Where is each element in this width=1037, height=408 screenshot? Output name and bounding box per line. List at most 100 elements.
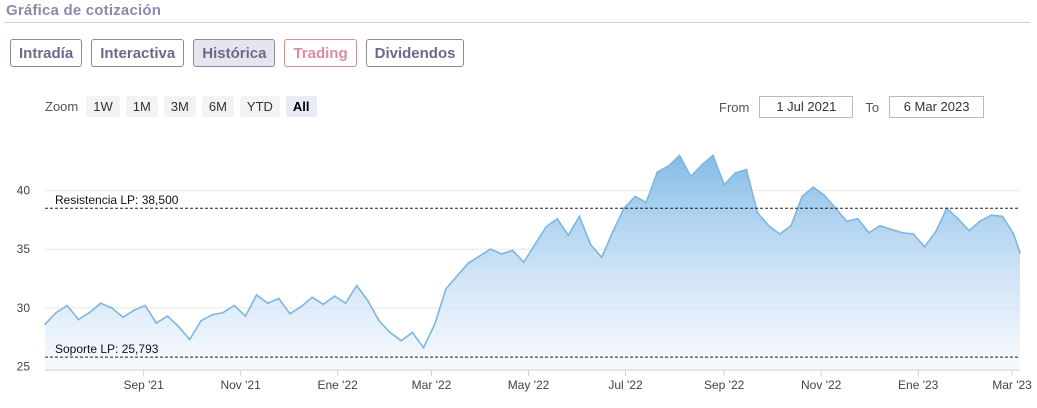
data-point — [556, 217, 559, 220]
zoom-1m-button[interactable]: 1M — [125, 96, 158, 117]
data-point — [277, 297, 280, 300]
data-point — [289, 312, 291, 315]
data-point — [500, 253, 503, 255]
data-point — [734, 172, 737, 174]
from-date-input[interactable]: 1 Jul 2021 — [759, 96, 854, 118]
x-tick-label: Mar '22 — [412, 378, 452, 392]
data-point — [678, 154, 681, 157]
data-point — [1019, 251, 1021, 254]
data-point — [110, 307, 113, 309]
data-point — [712, 154, 714, 157]
zoom-selector: Zoom 1W 1M 3M 6M YTD All — [45, 96, 317, 117]
data-point — [255, 294, 258, 296]
zoom-all-button[interactable]: All — [285, 96, 317, 117]
data-point — [467, 262, 469, 265]
data-point — [155, 322, 158, 324]
y-axis: 25 30 35 40 — [17, 184, 31, 374]
data-point — [957, 217, 959, 220]
data-point — [456, 275, 458, 278]
chart-type-tabs: Intradía Interactiva Histórica Trading D… — [10, 39, 465, 67]
data-point — [823, 194, 826, 197]
data-point — [44, 323, 46, 326]
data-point — [166, 315, 169, 317]
data-point — [689, 175, 692, 178]
data-point — [745, 168, 748, 171]
y-tick-label: 40 — [17, 184, 31, 198]
data-point — [723, 183, 726, 186]
zoom-1w-button[interactable]: 1W — [86, 96, 120, 117]
data-point — [244, 315, 247, 317]
date-range: From 1 Jul 2021 To 6 Mar 2023 — [719, 96, 985, 118]
data-point — [522, 261, 525, 263]
x-tick-label: May '22 — [508, 378, 550, 392]
data-point — [200, 319, 202, 322]
to-date-input[interactable]: 6 Mar 2023 — [889, 96, 985, 118]
price-area — [45, 155, 1020, 370]
data-point — [1001, 215, 1004, 218]
data-point — [433, 323, 436, 326]
data-point — [378, 319, 380, 322]
data-point — [144, 304, 147, 307]
tab-interactiva[interactable]: Interactiva — [91, 39, 185, 67]
data-point — [99, 302, 102, 305]
page-title: Gráfica de cotización — [6, 2, 162, 19]
data-point — [667, 165, 670, 167]
data-point — [790, 224, 792, 227]
data-point — [88, 311, 91, 314]
zoom-3m-button[interactable]: 3M — [163, 96, 196, 117]
data-point — [879, 224, 881, 227]
tab-historica[interactable]: Histórica — [193, 39, 276, 67]
data-point — [422, 346, 425, 349]
data-point — [801, 195, 803, 198]
data-point — [767, 224, 770, 227]
data-point — [411, 331, 414, 334]
data-point — [856, 217, 859, 220]
data-point — [188, 338, 191, 341]
data-point — [901, 231, 904, 234]
data-point — [623, 207, 625, 210]
annotation-label: Resistencia LP: 38,500 — [55, 193, 179, 207]
data-point — [600, 256, 603, 259]
y-tick-label: 30 — [17, 301, 31, 315]
x-tick-label: Ene '22 — [317, 378, 358, 392]
x-tick-label: Sep '22 — [704, 378, 745, 392]
data-point — [812, 186, 815, 189]
x-tick-label: Ene '23 — [898, 378, 939, 392]
price-points — [44, 154, 1021, 349]
data-point — [444, 288, 447, 290]
data-point — [322, 303, 325, 306]
x-tick-label: Sep '21 — [123, 378, 164, 392]
data-point — [211, 314, 213, 316]
data-point — [890, 228, 893, 231]
x-tick-label: Nov '22 — [801, 378, 842, 392]
annotation-label: Soporte LP: 25,793 — [55, 342, 159, 356]
x-axis: Sep '21 Nov '21 Ene '22 Mar '22 May '22 Jul '… — [123, 370, 1032, 392]
data-point — [923, 246, 926, 248]
data-point — [845, 220, 848, 223]
data-point — [511, 249, 514, 252]
from-label: From — [719, 99, 750, 115]
data-point — [545, 226, 547, 228]
zoom-6m-button[interactable]: 6M — [201, 96, 234, 117]
data-point — [355, 284, 358, 287]
zoom-ytd-button[interactable]: YTD — [239, 96, 280, 117]
data-point — [968, 229, 970, 232]
data-point — [400, 339, 403, 342]
tab-dividendos[interactable]: Dividendos — [365, 39, 465, 67]
tab-intradia[interactable]: Intradía — [10, 39, 83, 67]
data-point — [868, 231, 870, 234]
header-divider — [4, 22, 1030, 23]
data-point — [912, 233, 915, 235]
annotations: Resistencia LP: 38,500 Soporte LP: 25,793 — [45, 193, 1020, 358]
data-point — [133, 309, 136, 312]
data-point — [578, 215, 581, 218]
y-tick-label: 35 — [17, 242, 31, 256]
data-point — [701, 163, 703, 166]
data-point — [589, 243, 592, 246]
data-point — [333, 295, 336, 297]
to-label: To — [865, 99, 880, 115]
tab-trading[interactable]: Trading — [284, 39, 357, 67]
data-point — [222, 311, 225, 314]
data-point — [177, 325, 180, 328]
